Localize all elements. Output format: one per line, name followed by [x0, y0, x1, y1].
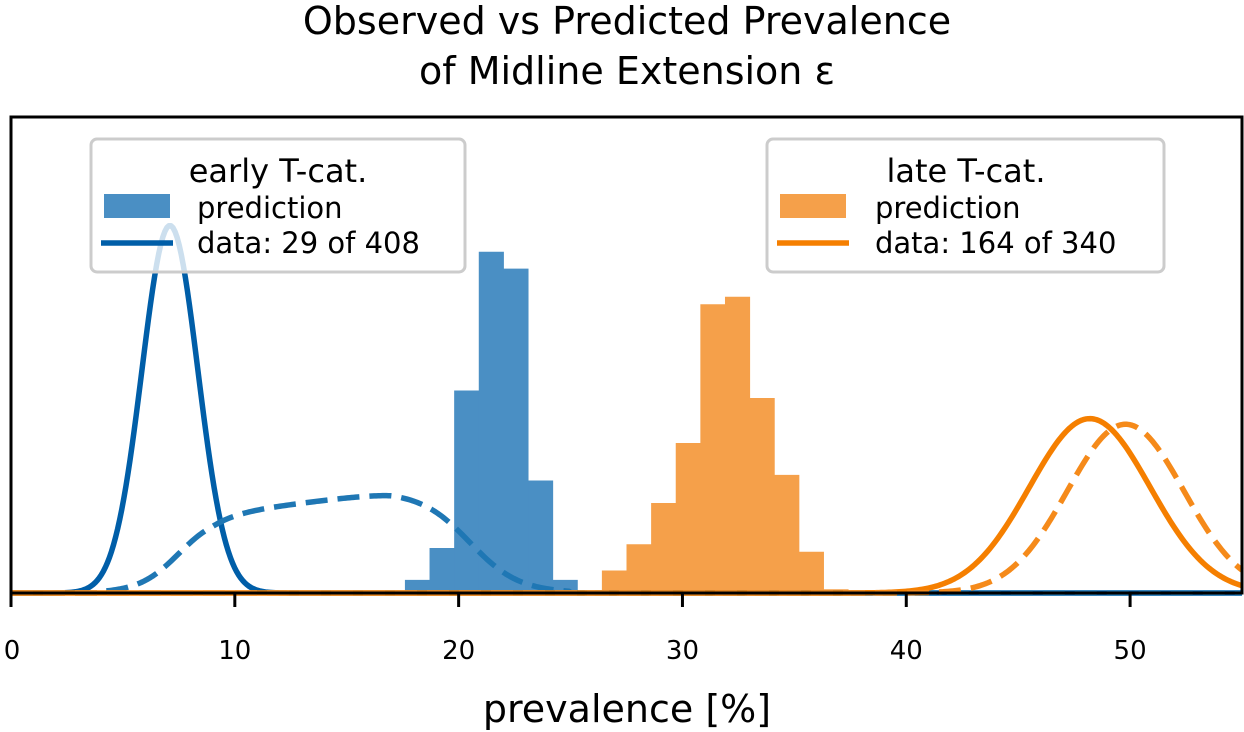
- x-tick-label-10: 10: [218, 636, 251, 666]
- x-axis-ticks: 0 10 20 30 40 50: [4, 593, 1147, 666]
- early-predicted-curve: [10, 492, 1243, 596]
- late-hist-bar-7: [774, 474, 800, 593]
- early-hist-bar-3: [478, 251, 504, 593]
- early-hist-bar-1: [429, 548, 455, 593]
- x-tick-label-0: 0: [4, 636, 21, 666]
- legend-early-frame: [89, 137, 467, 274]
- early-hist-bar-2: [454, 390, 480, 593]
- chart-title-line1: Observed vs Predicted Prevalence: [303, 0, 951, 43]
- x-tick-label-30: 30: [666, 636, 699, 666]
- chart-title-line2: of Midline Extension ε: [419, 49, 835, 93]
- late-hist-bar-8: [798, 551, 824, 593]
- legend-late-frame: [765, 137, 1166, 274]
- curve-layer: [10, 222, 1244, 596]
- legend-early-data-label: data: 29 of 408: [197, 226, 420, 260]
- legend-late-title: late T-cat.: [887, 152, 1046, 190]
- late-hist-bar-0: [601, 570, 627, 593]
- legend-late-patch: [780, 194, 846, 218]
- early-hist-bar-4: [503, 268, 529, 593]
- late-hist-bar-2: [651, 503, 677, 593]
- late-hist-bar-5: [724, 296, 751, 593]
- x-tick-label-50: 50: [1114, 636, 1147, 666]
- legend-late-data-label: data: 164 of 340: [875, 226, 1116, 260]
- late-hist-bar-3: [675, 443, 701, 593]
- x-axis-label: prevalence [%]: [483, 687, 771, 731]
- early-hist-bar-5: [528, 480, 554, 593]
- legend-early: early T-cat. prediction data: 29 of 408: [89, 137, 467, 274]
- legend-early-patch: [104, 194, 170, 218]
- x-tick-label-40: 40: [890, 636, 923, 666]
- late-hist-bar-4: [700, 304, 726, 593]
- x-tick-label-20: 20: [442, 636, 475, 666]
- late-hist-bar-6: [749, 398, 775, 593]
- legend-early-title: early T-cat.: [189, 152, 368, 190]
- legend-late-prediction-label: prediction: [875, 191, 1021, 225]
- legend-early-prediction-label: prediction: [197, 191, 343, 225]
- histogram-layer: [404, 251, 849, 593]
- legend-late: late T-cat. prediction data: 164 of 340: [765, 137, 1166, 274]
- late-hist-bar-1: [626, 544, 652, 593]
- early-hist-bar-0: [404, 579, 431, 593]
- plot-frame: [9, 115, 1244, 595]
